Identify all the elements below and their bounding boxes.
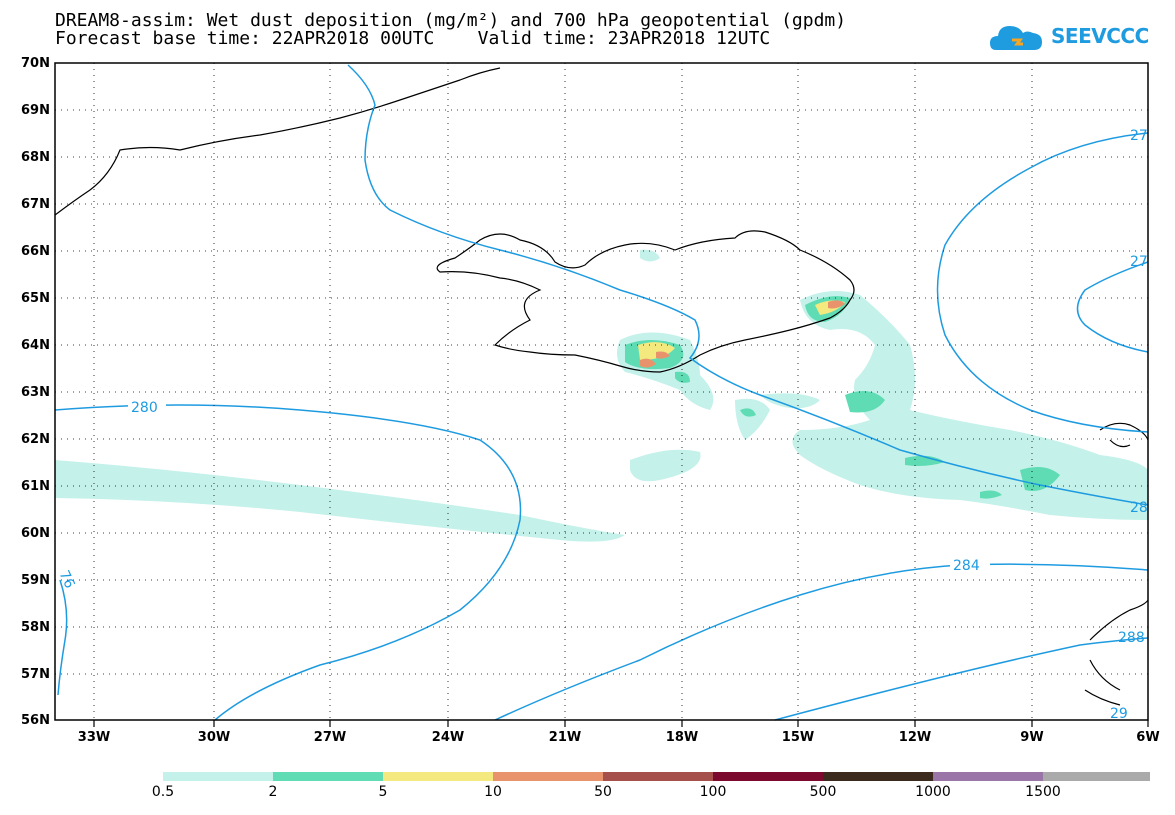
legend-label: 100 [699,784,727,800]
map-frame [54,62,1149,721]
legend-swatch [713,772,823,781]
lat-label: 63N [21,385,50,400]
legend-label: 500 [809,784,837,800]
legend-label: 10 [484,784,502,800]
legend-swatch [933,772,1043,781]
legend-label: 1500 [1025,784,1061,800]
legend-swatch [383,772,493,781]
contour-label: 288 [1118,630,1145,646]
lon-label: 33W [77,730,111,745]
lat-label: 60N [21,526,50,541]
lon-label: 6W [1136,730,1160,745]
legend-swatch [163,772,273,781]
lat-label: 65N [21,291,50,306]
lat-label: 56N [21,713,50,728]
lon-label: 30W [197,730,231,745]
lat-label: 67N [21,197,50,212]
lon-label: 15W [781,730,815,745]
contour-label: 29 [1110,706,1128,722]
graticule [55,63,1148,720]
lat-label: 58N [21,620,50,635]
lat-label: 64N [21,338,50,353]
contour-label: 27 [1130,254,1148,270]
legend-swatch [273,772,383,781]
lat-label: 57N [21,667,50,682]
geopotential-contours [54,64,1149,721]
legend-swatch [823,772,933,781]
legend-label: 0.5 [151,784,175,800]
lon-label: 24W [431,730,465,745]
legend-label: 5 [378,784,388,800]
lon-label: 21W [548,730,582,745]
lat-label: 59N [21,573,50,588]
forecast-times: Forecast base time: 22APR2018 00UTC Vali… [55,28,771,49]
contour-label: 76 [56,568,78,591]
cloud-icon [990,26,1042,50]
legend-swatch [493,772,603,781]
lat-label: 69N [21,103,50,118]
contour-label: 28 [1130,500,1148,516]
lat-label: 61N [21,479,50,494]
contour-label: 284 [953,558,980,574]
dust-deposition-layer [55,249,1148,542]
lon-label: 12W [898,730,932,745]
legend-label: 50 [594,784,612,800]
legend-swatch [1043,772,1150,781]
legend-swatch [603,772,713,781]
legend-label: 2 [268,784,278,800]
legend-bar [163,772,1150,781]
lat-label: 70N [21,56,50,71]
legend-label: 1000 [915,784,951,800]
lat-label: 62N [21,432,50,447]
lon-label: 9W [1020,730,1044,745]
contour-label: 280 [131,400,158,416]
lon-label: 27W [313,730,347,745]
contour-label: 27 [1130,128,1148,144]
coastlines [54,67,1149,706]
lat-label: 68N [21,150,50,165]
logo-text: SEEVCCC [1051,24,1149,48]
lat-label: 66N [21,244,50,259]
chart-title: DREAM8-assim: Wet dust deposition (mg/m²… [55,10,847,31]
lon-label: 18W [665,730,699,745]
